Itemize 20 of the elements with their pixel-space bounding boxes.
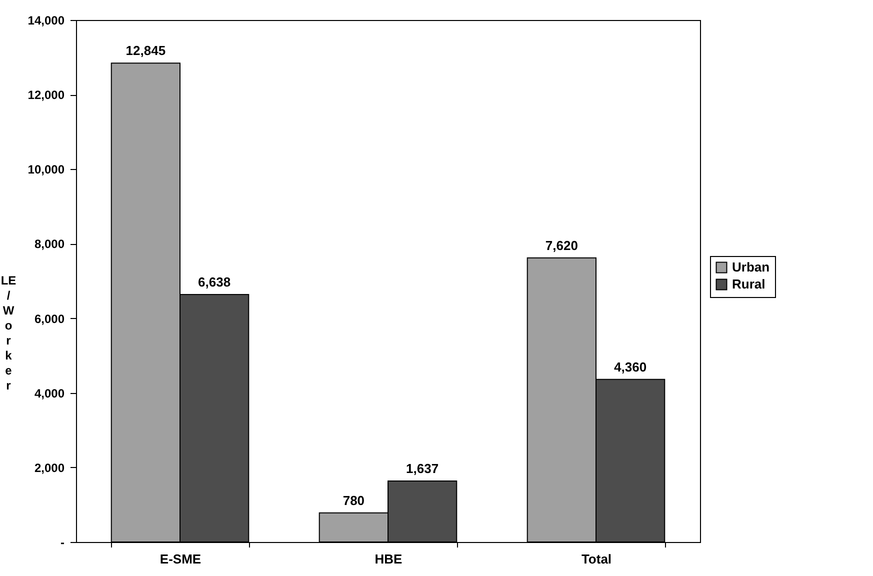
data-label: 7,620 — [545, 238, 578, 253]
y-tick-label: 6,000 — [34, 312, 65, 326]
x-tick-label: HBE — [374, 552, 403, 566]
legend-label: Urban — [732, 260, 770, 274]
y-axis-title: LE / Worker — [0, 274, 16, 392]
y-tick-label: 14,000 — [28, 14, 65, 28]
legend-label: Rural — [732, 276, 766, 292]
data-label: 1,637 — [406, 460, 439, 476]
data-label: 6,638 — [198, 274, 231, 290]
x-tick-label: E-SME — [160, 552, 202, 566]
y-tick-label: 2,000 — [34, 460, 65, 475]
y-tick-label: 8,000 — [34, 237, 65, 252]
y-tick-label: 12,000 — [28, 88, 65, 102]
y-tick-label: 4,000 — [34, 386, 65, 400]
data-label: 12,845 — [126, 43, 166, 58]
x-tick-label: Total — [581, 552, 612, 566]
y-tick-label: 10,000 — [28, 162, 65, 177]
y-tick-label: - — [60, 536, 64, 550]
data-label: 780 — [342, 492, 365, 508]
data-label: 4,360 — [614, 359, 647, 374]
